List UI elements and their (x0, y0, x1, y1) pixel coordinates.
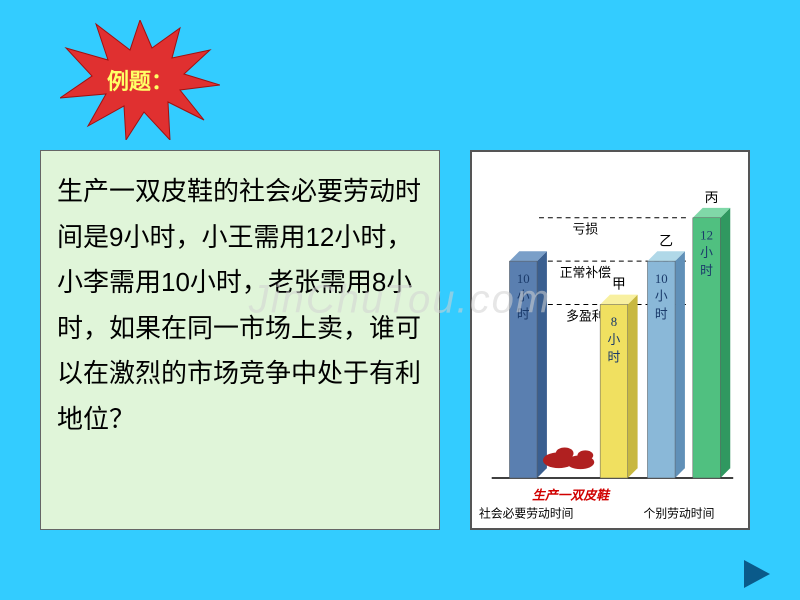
svg-text:小: 小 (608, 333, 621, 347)
question-text-panel: 生产一双皮鞋的社会必要劳动时间是9小时，小王需用12小时，小李需用10小时，老张… (40, 150, 440, 530)
svg-text:10: 10 (517, 272, 530, 286)
svg-text:乙: 乙 (659, 233, 673, 248)
svg-text:时: 时 (655, 307, 668, 321)
title-starburst: 例题： (60, 20, 220, 140)
svg-text:12: 12 (700, 228, 713, 242)
svg-text:时: 时 (700, 264, 713, 278)
svg-text:个别劳动时间: 个别劳动时间 (644, 506, 715, 520)
svg-text:8: 8 (611, 315, 617, 329)
question-text: 生产一双皮鞋的社会必要劳动时间是9小时，小王需用12小时，小李需用10小时，老张… (57, 176, 421, 434)
bar-chart-panel: 亏损正常补偿多盈利10小时8小时甲10小时乙12小时丙生产一双皮鞋社会必要劳动时… (470, 150, 750, 530)
svg-text:小: 小 (655, 290, 668, 304)
svg-text:正常补偿: 正常补偿 (560, 266, 611, 280)
svg-text:时: 时 (608, 351, 621, 365)
svg-text:丙: 丙 (705, 190, 719, 205)
svg-text:多盈利: 多盈利 (566, 309, 604, 323)
svg-text:甲: 甲 (612, 277, 626, 292)
svg-text:时: 时 (517, 307, 530, 321)
title-label: 例题： (107, 64, 173, 96)
svg-text:小: 小 (517, 290, 530, 304)
next-slide-button[interactable] (744, 560, 770, 588)
svg-text:小: 小 (700, 246, 713, 260)
svg-text:亏损: 亏损 (573, 223, 599, 237)
svg-text:10: 10 (655, 272, 668, 286)
svg-text:生产一双皮鞋: 生产一双皮鞋 (532, 488, 611, 503)
svg-text:社会必要劳动时间: 社会必要劳动时间 (479, 506, 574, 520)
bar-chart: 亏损正常补偿多盈利10小时8小时甲10小时乙12小时丙生产一双皮鞋社会必要劳动时… (472, 152, 748, 528)
